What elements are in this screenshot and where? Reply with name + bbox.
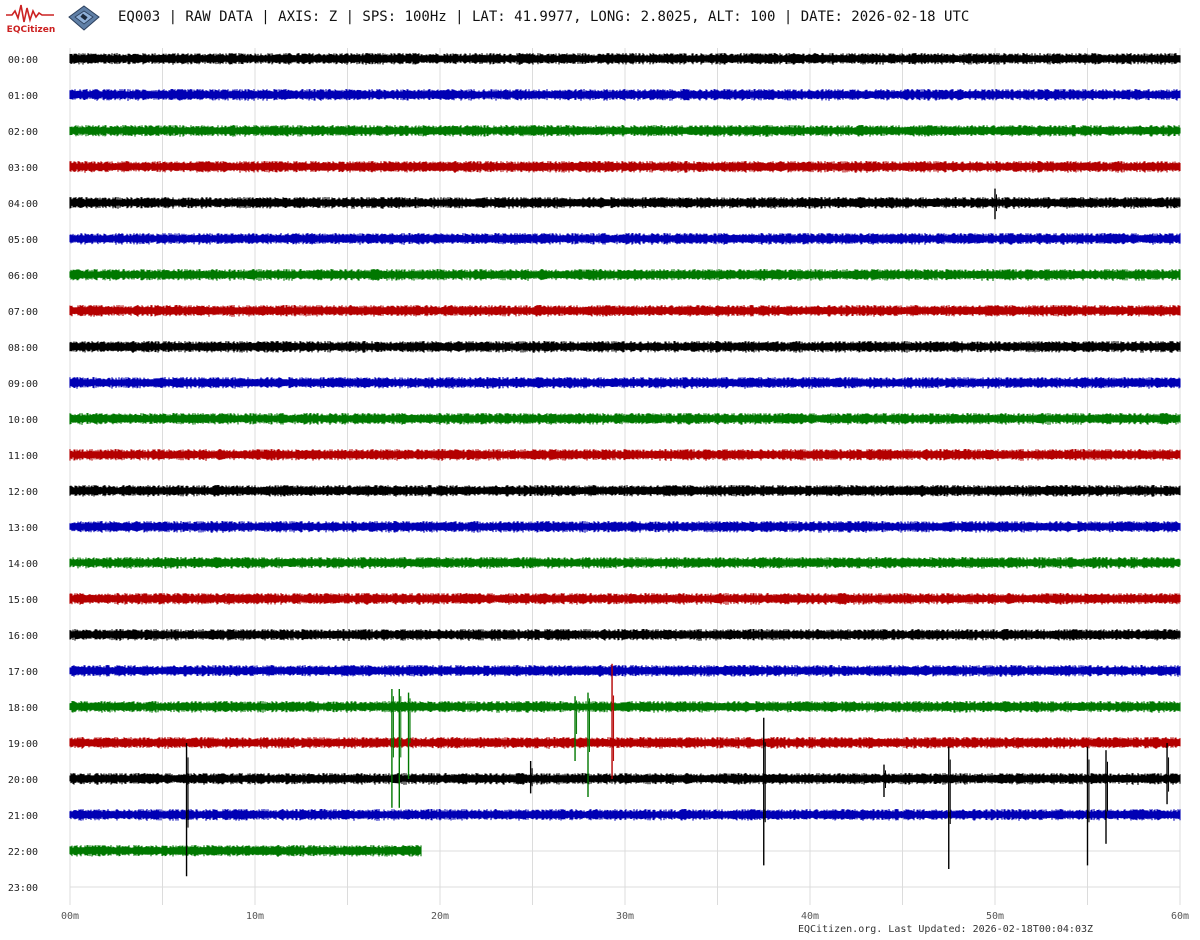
row-label: 11:00 <box>8 451 38 462</box>
trace-1600 <box>69 629 1181 641</box>
row-label: 16:00 <box>8 631 38 642</box>
x-tick-label: 00m <box>61 911 79 922</box>
x-tick-label: 50m <box>986 911 1004 922</box>
trace-0500 <box>69 233 1181 245</box>
trace-0400 <box>69 197 1181 209</box>
trace-2200 <box>69 845 422 857</box>
row-label: 05:00 <box>8 235 38 246</box>
row-label: 19:00 <box>8 739 38 750</box>
row-label: 13:00 <box>8 523 38 534</box>
x-tick-label: 60m <box>1171 911 1189 922</box>
grid <box>69 48 1181 905</box>
logo-text: EQCitizen <box>7 25 56 35</box>
trace-0200 <box>69 125 1181 137</box>
trace-1900 <box>69 737 1181 749</box>
row-label: 00:00 <box>8 55 38 66</box>
row-label: 18:00 <box>8 703 38 714</box>
x-tick-label: 30m <box>616 911 634 922</box>
row-label: 04:00 <box>8 199 38 210</box>
row-label: 07:00 <box>8 307 38 318</box>
logo-seismic-wave <box>6 4 54 23</box>
row-label: 10:00 <box>8 415 38 426</box>
trace-0600 <box>69 269 1181 281</box>
row-label: 01:00 <box>8 91 38 102</box>
row-label: 09:00 <box>8 379 38 390</box>
trace-0300 <box>69 161 1181 173</box>
eqcitizen-logo: EQCitizen <box>6 4 56 35</box>
trace-1300 <box>69 521 1181 533</box>
sensor-board-icon <box>68 5 100 31</box>
trace-1500 <box>69 593 1181 605</box>
trace-2000 <box>69 773 1181 785</box>
trace-0700 <box>69 305 1181 317</box>
trace-0800 <box>69 341 1181 353</box>
row-label: 08:00 <box>8 343 38 354</box>
row-label: 21:00 <box>8 811 38 822</box>
footer-last-updated: EQCitizen.org. Last Updated: 2026-02-18T… <box>798 924 1094 935</box>
trace-1400 <box>69 557 1181 569</box>
row-label: 12:00 <box>8 487 38 498</box>
trace-0000 <box>69 53 1181 65</box>
trace-1800 <box>69 701 1181 713</box>
x-tick-label: 40m <box>801 911 819 922</box>
trace-0900 <box>69 377 1181 389</box>
row-label: 23:00 <box>8 883 38 894</box>
row-label: 20:00 <box>8 775 38 786</box>
page-title: EQ003 | RAW DATA | AXIS: Z | SPS: 100Hz … <box>118 9 970 25</box>
row-label: 02:00 <box>8 127 38 138</box>
traces <box>69 53 1181 857</box>
x-tick-label: 20m <box>431 911 449 922</box>
trace-1100 <box>69 449 1181 461</box>
trace-2100 <box>69 809 1181 821</box>
row-label: 15:00 <box>8 595 38 606</box>
row-label: 14:00 <box>8 559 38 570</box>
row-label: 06:00 <box>8 271 38 282</box>
x-tick-label: 10m <box>246 911 264 922</box>
spikes <box>185 188 1170 877</box>
row-label: 17:00 <box>8 667 38 678</box>
trace-1700 <box>69 665 1181 677</box>
row-label: 03:00 <box>8 163 38 174</box>
trace-1200 <box>69 485 1181 497</box>
axis-labels: 00:00 01:00 02:00 03:00 04:00 05:00 06:00 07:00… <box>8 55 1189 922</box>
trace-0100 <box>69 89 1181 101</box>
trace-1000 <box>69 413 1181 425</box>
row-label: 22:00 <box>8 847 38 858</box>
